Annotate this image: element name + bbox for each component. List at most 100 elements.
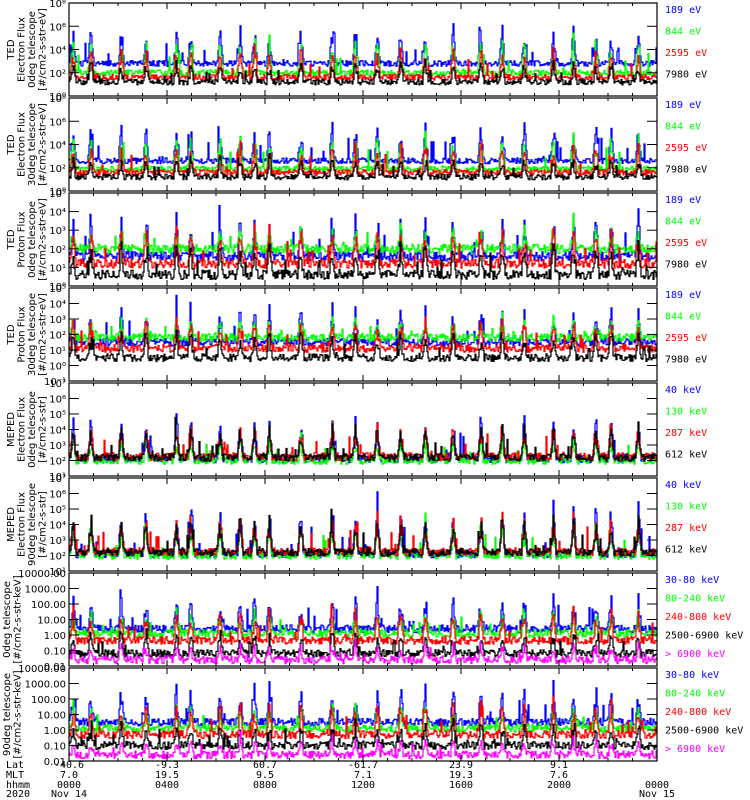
legend-entry: 80-240 keV — [665, 594, 725, 605]
legend-entry: 40 keV — [665, 385, 701, 396]
time-axis-tick-mlt: 19.5 — [155, 770, 179, 781]
time-axis-tick-mlt: 7.0 — [60, 770, 78, 781]
y-axis-label-line: [#/cm2-s-str-keV] — [13, 670, 24, 758]
y-axis-label: MEPED Electron Flux 0deg telescope [#/cm2-s… — [6, 391, 49, 468]
y-tick-label: 10² — [49, 164, 66, 175]
legend: 40 keV 130 keV 287 keV 612 keV — [665, 480, 707, 556]
y-tick-label: 10³ — [49, 536, 66, 547]
y-tick-label: 10⁰ — [49, 187, 66, 198]
y-tick-label: 10² — [49, 457, 66, 468]
series-line — [69, 121, 657, 165]
series-line — [69, 680, 657, 727]
y-axis-label-line: [#/cm2-s-str-eV] — [38, 8, 49, 91]
legend-entry: 844 eV — [665, 312, 701, 323]
legend-entry: 189 eV — [665, 290, 701, 301]
legend-entry: > 6900 keV — [665, 744, 725, 755]
y-tick-label: 0.10 — [44, 647, 66, 658]
y-tick-label: 1000.00 — [25, 680, 66, 691]
y-tick-label: 10⁵ — [49, 284, 66, 295]
plot-area — [69, 586, 657, 665]
y-tick-label: 10⁴ — [49, 521, 66, 532]
legend-entry: 844 eV — [665, 27, 701, 38]
y-tick-label: 10⁸ — [49, 94, 66, 105]
y-tick-label: 1.00 — [44, 726, 66, 737]
plot-area — [69, 413, 657, 465]
legend-entry: 189 eV — [665, 5, 701, 16]
y-axis-label-line: 90deg telescope — [2, 673, 13, 756]
y-tick-label: 10² — [49, 552, 66, 563]
legend-entry: 844 eV — [665, 217, 701, 228]
series-line — [69, 205, 657, 262]
time-axis-tick-hhmm: 1600 — [449, 780, 473, 791]
legend-entry: 7980 eV — [665, 165, 707, 176]
y-tick-label: 10³ — [49, 441, 66, 452]
time-axis-tick-hhmm: 0000 — [57, 780, 81, 791]
y-tick-label: 10⁶ — [49, 395, 66, 406]
legend: 189 eV 844 eV 2595 eV 7980 eV — [665, 100, 707, 176]
y-tick-label: 10³ — [49, 226, 66, 237]
legend-entry: 612 keV — [665, 545, 707, 556]
time-axis-row-label: Lat — [6, 760, 24, 771]
y-tick-label: 100.00 — [31, 695, 66, 706]
y-axis-label: 90deg telescope [#/cm2-s-str-keV] — [2, 670, 24, 758]
y-tick-label: 10² — [49, 331, 66, 342]
y-axis-label-line: Electron Flux — [17, 112, 28, 177]
legend-entry: 287 keV — [665, 428, 707, 439]
y-tick-label: 10¹ — [49, 346, 66, 357]
series-line — [69, 607, 657, 638]
time-axis-tick-lat: -61.7 — [348, 760, 378, 771]
y-tick-label: 10⁴ — [49, 208, 66, 219]
y-axis-label-line: 30deg telescope — [27, 293, 38, 376]
y-tick-label: 10⁵ — [49, 505, 66, 516]
y-axis-label: 0deg telescope [#/cm2-s-str-keV] — [2, 575, 24, 663]
time-axis-tick-date: Nov 15 — [639, 789, 675, 800]
legend-entry: 240-800 keV — [665, 612, 731, 623]
plot-area — [69, 491, 657, 560]
series-line — [69, 32, 657, 77]
series-line — [69, 152, 657, 181]
y-axis-label-line: 0deg telescope — [27, 201, 38, 278]
y-tick-label: 10¹ — [49, 567, 66, 578]
legend-entry: 189 eV — [665, 195, 701, 206]
time-axis-tick-date: Nov 14 — [51, 789, 87, 800]
legend: 189 eV 844 eV 2595 eV 7980 eV — [665, 5, 707, 81]
time-axis-tick-mlt: 19.3 — [449, 770, 473, 781]
y-tick-label: 10.00 — [37, 616, 66, 627]
legend-entry: 30-80 keV — [665, 670, 719, 681]
y-axis-label-line: TED — [6, 39, 17, 60]
legend-entry: 2595 eV — [665, 333, 707, 344]
time-axis-row-label: 2020 — [6, 789, 30, 800]
legend-entry: 189 eV — [665, 100, 701, 111]
panel-meped-proton-0deg: 0.010.101.0010.00100.001000.0010000.000d… — [2, 569, 743, 673]
series-line — [69, 59, 657, 86]
series-line — [69, 316, 657, 353]
y-axis-label-line: Electron Flux — [17, 492, 28, 557]
time-axis-tick-hhmm: 1200 — [351, 780, 375, 791]
series-line — [69, 223, 657, 269]
y-tick-label: 10⁶ — [49, 22, 66, 33]
y-axis-label-line: 30deg telescope — [27, 103, 38, 186]
y-tick-label: 0.10 — [44, 742, 66, 753]
legend-entry: 130 keV — [665, 502, 707, 513]
y-axis-label-line: TED — [6, 324, 17, 345]
y-tick-label: 10⁵ — [49, 189, 66, 200]
y-tick-label: 10⁸ — [49, 0, 66, 10]
time-axis-tick-hhmm: 0000 — [645, 780, 669, 791]
y-tick-label: 10⁰ — [49, 92, 66, 103]
legend-entry: > 6900 keV — [665, 649, 725, 660]
y-tick-label: 10² — [49, 245, 66, 256]
series-line — [69, 508, 657, 557]
series-line — [69, 695, 657, 740]
time-axis-tick-lat: 60.7 — [253, 760, 277, 771]
y-tick-label: 10¹ — [49, 263, 66, 274]
legend-entry: 40 keV — [665, 480, 701, 491]
panel-meped-proton-90deg: 0.010.101.0010.00100.001000.0010000.0090… — [2, 664, 743, 768]
y-tick-label: 100.00 — [31, 600, 66, 611]
y-tick-label: 10⁰ — [49, 362, 66, 373]
